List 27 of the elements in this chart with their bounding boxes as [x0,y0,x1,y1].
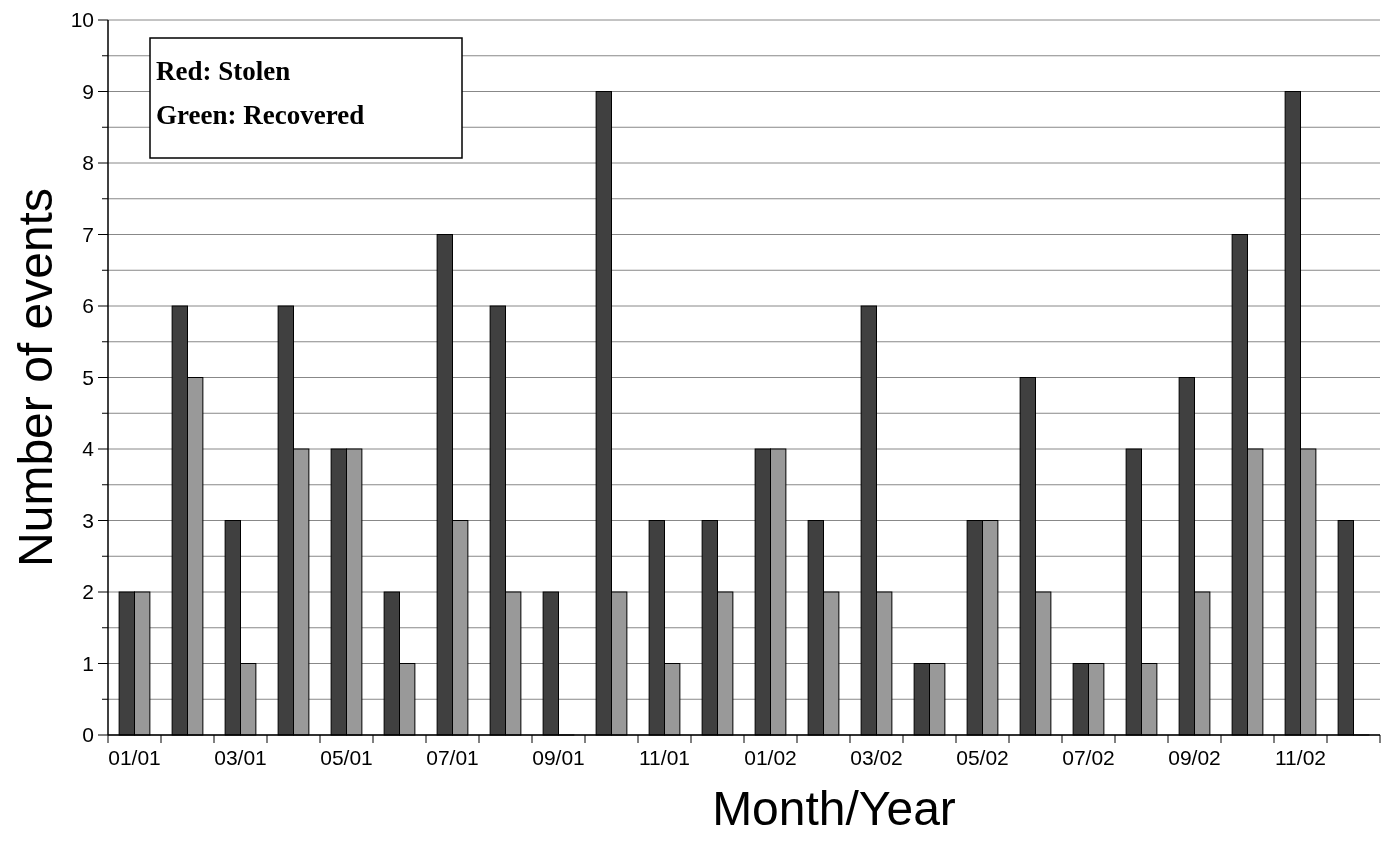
y-tick-label: 6 [82,294,94,318]
y-tick-label: 7 [82,222,94,246]
x-tick-label: 07/02 [1062,746,1115,769]
y-tick-label: 5 [82,365,94,389]
annotation: Red: Stolen [156,56,291,86]
y-tick-label: 2 [82,580,94,604]
y-tick-label: 0 [82,723,94,747]
x-tick-label: 01/01 [108,746,161,769]
x-tick-label: 11/02 [1275,746,1326,769]
x-tick-label: 05/01 [320,746,373,769]
y-tick-label: 4 [82,437,95,461]
x-tick-label: 07/01 [426,746,479,769]
x-tick-label: 05/02 [956,746,1009,769]
x-tick-label: 09/01 [532,746,585,769]
x-tick-label: 01/02 [744,746,797,769]
y-tick-label: 8 [82,151,94,175]
x-axis-title: Month/Year [712,782,956,835]
x-tick-label: 03/01 [214,746,267,769]
y-tick-label: 3 [82,508,94,532]
x-tick-label: 03/02 [850,746,903,769]
annotation: Green: Recovered [156,100,365,130]
y-tick-label: 1 [82,651,94,675]
y-axis-title: Number of events [9,188,62,567]
y-tick-label: 10 [70,8,94,32]
y-tick-label: 9 [82,79,94,103]
x-tick-label: 11/01 [639,746,690,769]
x-tick-label: 09/02 [1168,746,1221,769]
